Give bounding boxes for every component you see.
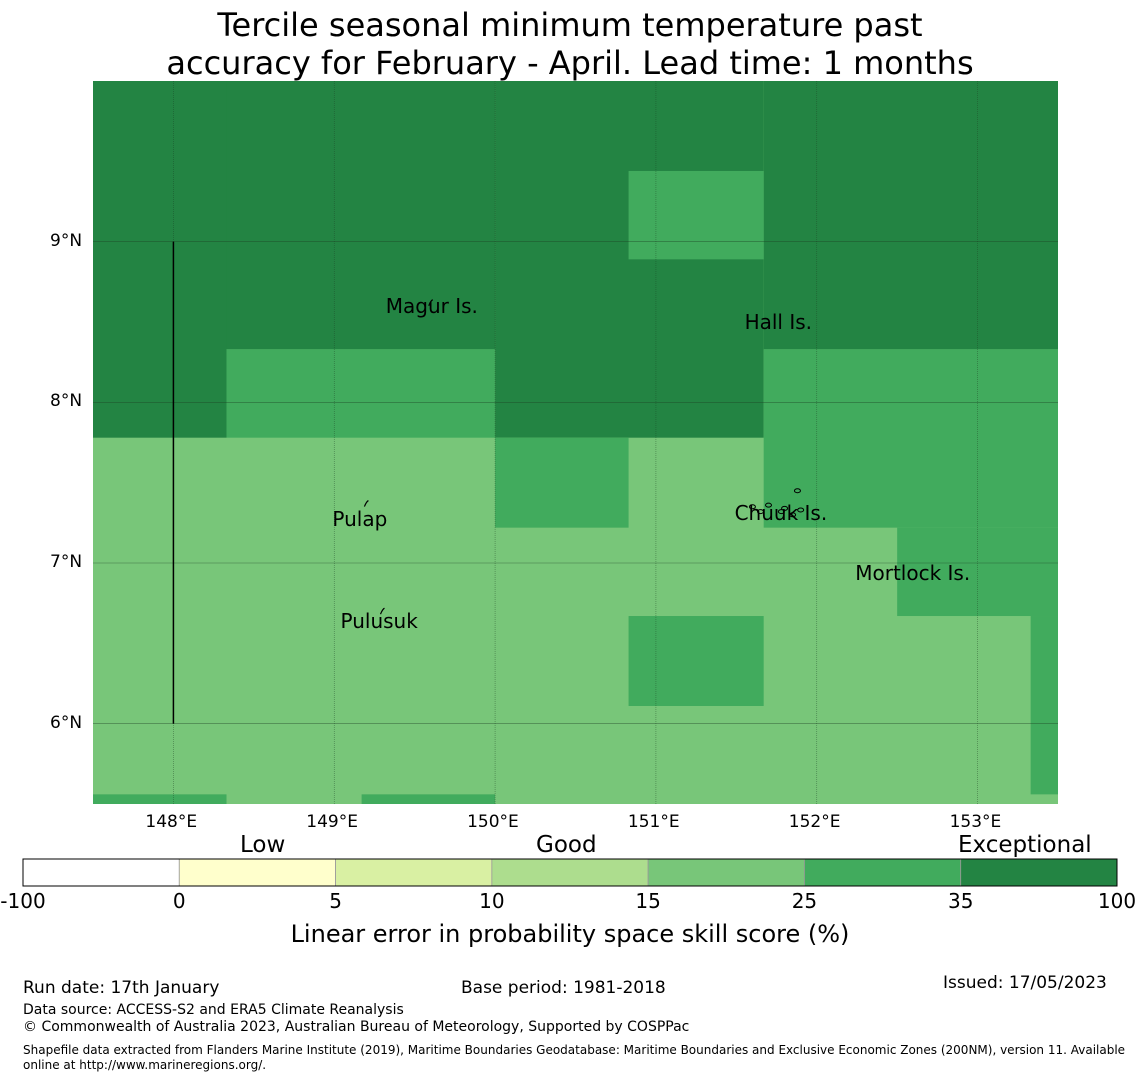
island-outline [777,509,785,515]
colorbar-tick-label: 10 [479,889,505,913]
skill-cell-very_good [226,349,496,438]
place-label-magur: Magur Is. [385,293,478,318]
island-outline [789,512,797,518]
lon-tick-label: 153°E [949,812,1002,832]
lat-tick-label: 8°N [50,391,83,412]
colorbar-segment [491,858,649,887]
colorbar-tick-label: 35 [947,889,974,913]
colorbar [22,858,1118,887]
lat-tick-label: 9°N [50,230,83,251]
copyright: © Commonwealth of Australia 2023, Austra… [23,1019,690,1035]
skill-cell-very_good [495,437,629,528]
place-label-hall: Hall Is. [744,310,813,334]
lon-tick-label: 148°E [145,812,198,832]
colorbar-label: Linear error in probability space skill … [290,920,850,948]
lat-tick-label: 7°N [50,552,83,572]
skill-cell-very_good [628,616,764,706]
island-outline [428,299,434,306]
chart-title: Tercile seasonal minimum temperature pas… [0,6,1140,82]
colorbar-frame [22,858,1118,887]
skill-cell-exceptional [763,81,1058,350]
colorbar-segment [804,858,962,887]
issued-date: Issued: 17/05/2023 [943,973,1107,993]
shapefile-credit: Shapefile data extracted from Flanders M… [23,1043,1126,1072]
skill-cell-exceptional [226,81,496,350]
colorbar-tick-label: 15 [635,889,661,913]
colorbar-category-exceptional: Exceptional [958,832,1092,858]
title-line-2: accuracy for February - April. Lead time… [166,44,974,82]
run-date: Run date: 17th January [23,978,220,998]
lon-tick-label: 152°E [788,812,841,832]
island-outline [793,488,801,494]
skill-cell-exceptional [93,81,227,438]
colorbar-category-good: Good [536,832,597,858]
place-label-chuuk: Chuuk Is. [734,500,828,525]
skill-cell-very_good [763,349,1058,528]
colorbar-tick-label: 5 [329,889,342,913]
colorbar-category-low: Low [240,832,286,858]
lon-tick-label: 149°E [306,812,358,832]
skill-cell-very_good [93,794,227,804]
title-line-1: Tercile seasonal minimum temperature pas… [217,6,923,44]
colorbar-tick-label: 25 [791,889,818,913]
place-label-mortlock: Mortlock Is. [855,561,971,585]
lon-tick-label: 151°E [627,812,680,832]
island-outline [363,500,369,507]
colorbar-segment [22,858,180,887]
colorbar-segment [960,858,1118,887]
colorbar-tick-label: 100 [1097,889,1137,913]
skill-cell-very_good [361,794,496,804]
colorbar-segment [178,858,336,887]
colorbar-segment [647,858,805,887]
colorbar-segment [335,858,493,887]
place-label-pulap: Pulap [332,507,388,532]
island-outline [748,504,756,510]
base-period: Base period: 1981-2018 [461,978,666,998]
data-source: Data source: ACCESS-S2 and ERA5 Climate … [23,1002,404,1018]
lon-tick-label: 150°E [467,812,519,832]
lat-tick-label: 6°N [50,712,83,733]
island-outline [379,607,385,615]
island-outlines [363,299,805,615]
colorbar-tick-label: 0 [172,889,186,913]
place-label-pulusuk: Pulusuk [340,609,418,634]
colorbar-tick-label: -100 [0,889,46,913]
skill-cell-very_good [628,170,764,260]
island-outline [797,507,805,513]
skill-cell-very_good [1030,616,1058,795]
island-outline [756,509,764,515]
island-outline [765,502,772,508]
map-plot-area [93,81,1058,804]
